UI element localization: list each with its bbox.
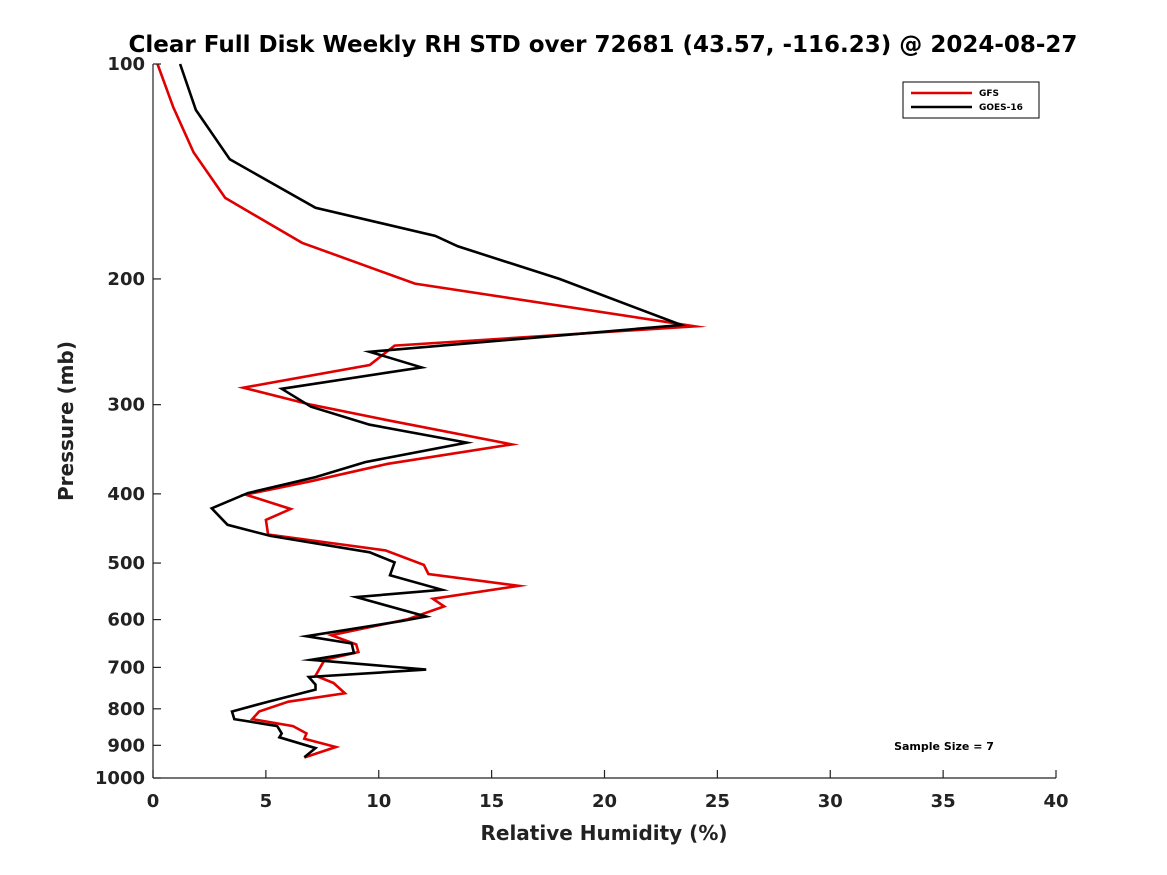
series-layer [156,63,707,759]
y-tick-label: 1000 [95,768,145,789]
plot-area: 0 5 10 15 20 25 30 35 40 100 200 300 400 500 600 700 80… [95,54,1069,812]
x-axis-label: Relative Humidity (%) [480,821,727,845]
y-tick-label: 700 [107,657,145,678]
y-tick-label: 600 [107,610,145,631]
x-tick-label: 10 [366,791,391,812]
legend-label: GFS [979,89,999,99]
y-tick-label: 400 [107,484,145,505]
x-tick-label: 35 [931,791,956,812]
legend: GFS GOES-16 [902,81,1040,119]
y-tick-label: 300 [107,395,145,416]
x-tick-label: 30 [818,791,843,812]
x-tick-label: 0 [147,791,160,812]
y-tick-label: 800 [107,699,145,720]
chart-title: Clear Full Disk Weekly RH STD over 72681… [129,32,1078,58]
x-tick-label: 5 [260,791,273,812]
y-axis-label: Pressure (mb) [54,341,78,501]
plot-frame [153,64,1056,778]
y-tick-label: 500 [107,553,145,574]
y-tick-label: 900 [107,735,145,756]
y-tick-label: 200 [107,269,145,290]
y-ticks: 100 200 300 400 500 600 700 800 900 1000 [95,54,161,789]
x-tick-label: 15 [479,791,504,812]
series-line-goes-16 [178,63,688,759]
legend-label: GOES-16 [979,103,1023,113]
sample-size-annotation: Sample Size = 7 [894,740,994,753]
y-tick-label: 100 [107,54,145,75]
legend-items: GFS GOES-16 [911,89,1023,113]
x-tick-label: 40 [1043,791,1068,812]
x-tick-label: 25 [705,791,730,812]
legend-box [902,81,1040,119]
series-line-gfs [156,63,707,759]
x-tick-label: 20 [592,791,617,812]
x-ticks: 0 5 10 15 20 25 30 35 40 [147,770,1069,812]
